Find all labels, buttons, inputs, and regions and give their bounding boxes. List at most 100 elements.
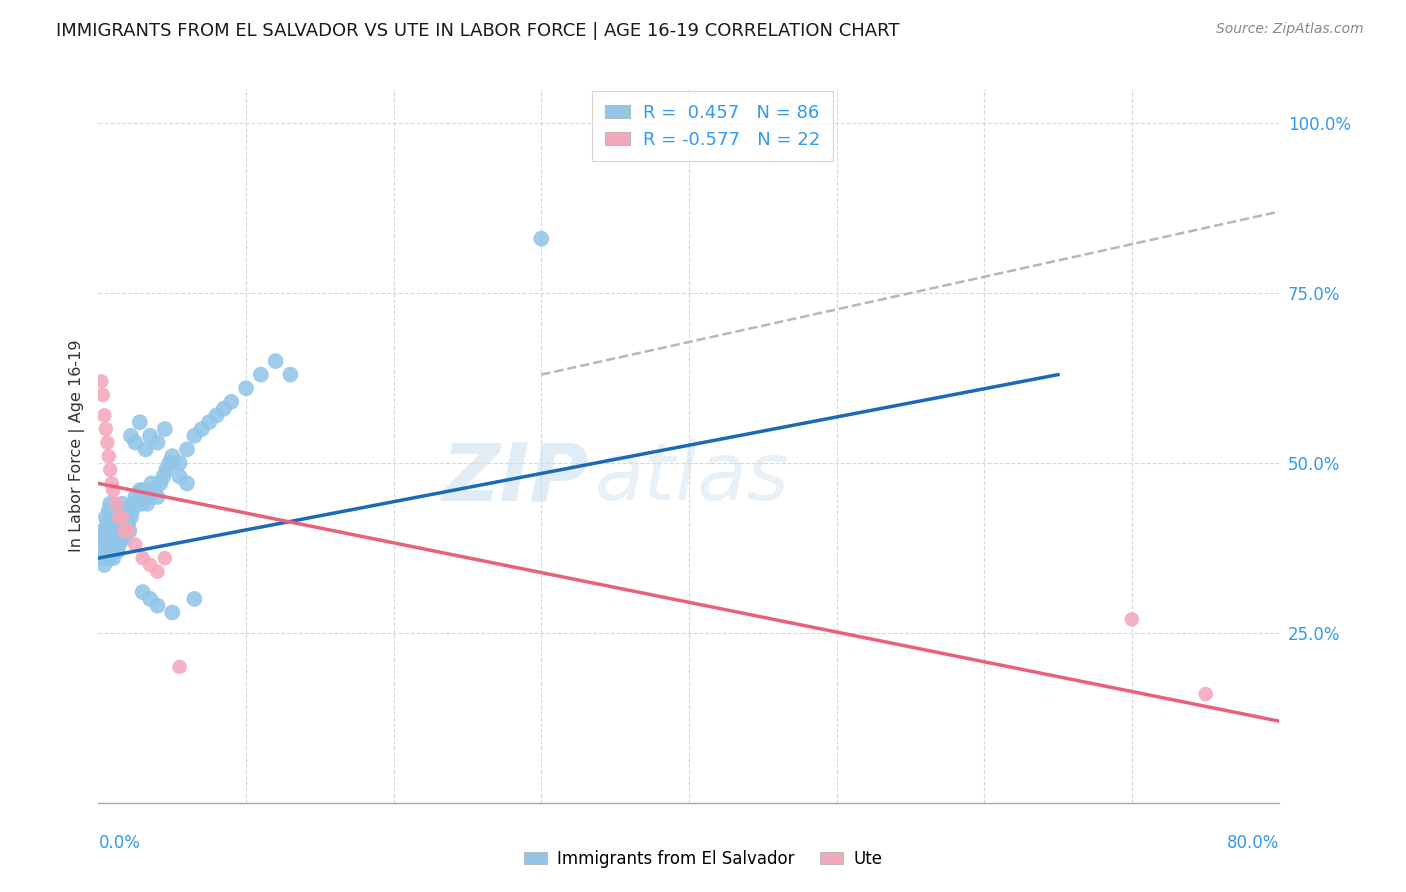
Point: [98, 497, 121, 511]
Point: [94, 524, 117, 538]
Point: [132, 585, 155, 599]
Point: [235, 381, 257, 395]
Point: [103, 551, 125, 566]
Point: [103, 483, 125, 498]
Point: [108, 503, 131, 517]
Point: [96, 517, 118, 532]
Point: [146, 435, 169, 450]
Point: [100, 510, 122, 524]
Point: [135, 442, 157, 457]
Point: [128, 483, 150, 498]
Point: [139, 558, 162, 572]
Legend: Immigrants from El Salvador, Ute: Immigrants from El Salvador, Ute: [517, 844, 889, 875]
Text: atlas: atlas: [595, 439, 789, 517]
Point: [120, 429, 142, 443]
Text: ZIP: ZIP: [441, 439, 589, 517]
Point: [94, 422, 117, 436]
Point: [1121, 612, 1143, 626]
Point: [107, 524, 129, 538]
Point: [169, 456, 191, 470]
Point: [146, 599, 169, 613]
Point: [107, 544, 129, 558]
Point: [94, 510, 117, 524]
Point: [169, 469, 191, 483]
Y-axis label: In Labor Force | Age 16-19: In Labor Force | Age 16-19: [69, 340, 84, 552]
Point: [103, 531, 125, 545]
Point: [191, 422, 214, 436]
Point: [124, 435, 146, 450]
Point: [128, 415, 150, 429]
Point: [136, 497, 159, 511]
Point: [100, 476, 122, 491]
Point: [114, 524, 136, 538]
Point: [98, 463, 121, 477]
Point: [103, 503, 125, 517]
Point: [124, 490, 146, 504]
Point: [149, 476, 172, 491]
Point: [97, 551, 120, 566]
Point: [176, 476, 198, 491]
Point: [135, 490, 157, 504]
Point: [139, 490, 162, 504]
Text: Source: ZipAtlas.com: Source: ZipAtlas.com: [1216, 22, 1364, 37]
Point: [146, 565, 169, 579]
Point: [112, 517, 135, 532]
Point: [153, 422, 176, 436]
Point: [114, 531, 136, 545]
Point: [97, 531, 120, 545]
Point: [250, 368, 273, 382]
Point: [129, 497, 152, 511]
Point: [105, 510, 128, 524]
Point: [97, 503, 120, 517]
Point: [105, 497, 128, 511]
Point: [91, 388, 114, 402]
Point: [169, 660, 191, 674]
Point: [91, 551, 114, 566]
Point: [93, 531, 115, 545]
Point: [104, 544, 127, 558]
Point: [110, 531, 132, 545]
Point: [108, 537, 131, 551]
Point: [111, 497, 134, 511]
Point: [117, 517, 139, 532]
Point: [141, 476, 163, 491]
Point: [94, 544, 117, 558]
Point: [98, 524, 121, 538]
Point: [121, 503, 143, 517]
Point: [91, 524, 114, 538]
Text: 80.0%: 80.0%: [1227, 834, 1279, 852]
Point: [90, 537, 112, 551]
Point: [117, 524, 139, 538]
Point: [157, 456, 180, 470]
Point: [176, 442, 198, 457]
Point: [111, 524, 134, 538]
Point: [183, 429, 205, 443]
Point: [110, 510, 132, 524]
Point: [115, 503, 138, 517]
Point: [198, 415, 221, 429]
Point: [90, 375, 112, 389]
Point: [93, 409, 115, 423]
Point: [118, 524, 141, 538]
Point: [108, 510, 131, 524]
Point: [98, 544, 121, 558]
Point: [139, 591, 162, 606]
Point: [162, 606, 183, 620]
Point: [205, 409, 228, 423]
Point: [132, 483, 155, 498]
Point: [153, 551, 176, 566]
Point: [124, 537, 146, 551]
Point: [155, 463, 177, 477]
Point: [100, 537, 122, 551]
Point: [530, 232, 553, 246]
Point: [162, 456, 183, 470]
Point: [219, 394, 242, 409]
Text: IMMIGRANTS FROM EL SALVADOR VS UTE IN LABOR FORCE | AGE 16-19 CORRELATION CHART: IMMIGRANTS FROM EL SALVADOR VS UTE IN LA…: [56, 22, 900, 40]
Point: [132, 551, 155, 566]
Point: [125, 497, 148, 511]
Point: [93, 558, 115, 572]
Point: [143, 483, 166, 498]
Text: 0.0%: 0.0%: [98, 834, 141, 852]
Point: [139, 429, 162, 443]
Point: [96, 435, 118, 450]
